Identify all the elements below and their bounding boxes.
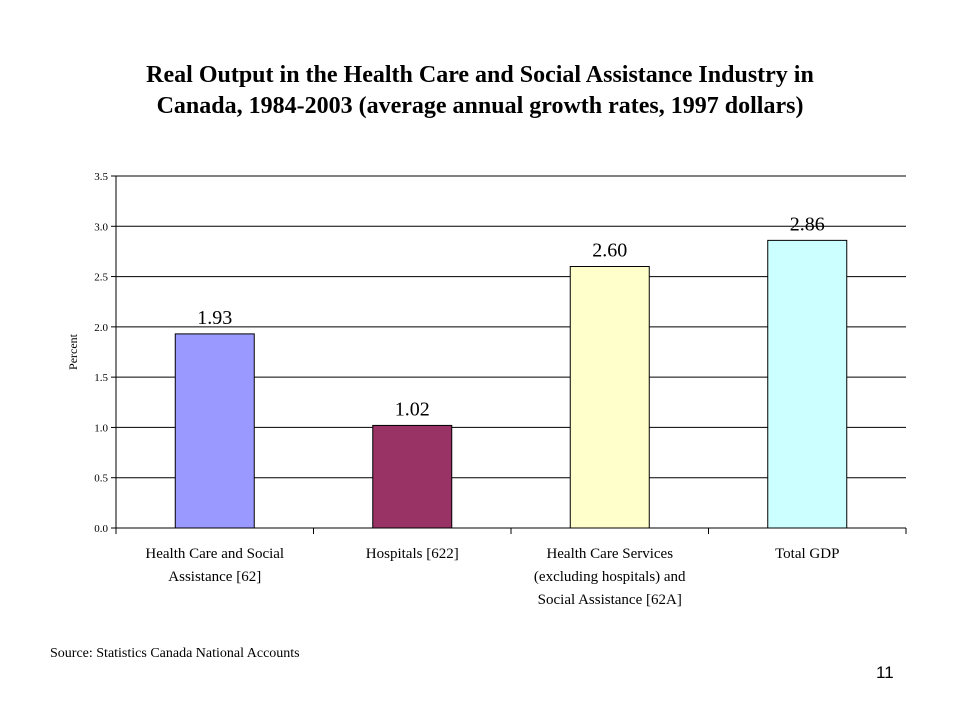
slide-title: Real Output in the Health Care and Socia…	[60, 60, 900, 122]
page-number: 11	[876, 663, 894, 682]
x-category-label-line: Health Care Services	[546, 546, 673, 562]
axes	[111, 175, 907, 534]
bar	[767, 239, 848, 529]
x-category-label: Total GDP	[775, 546, 839, 562]
y-tick-label: 0.0	[94, 523, 108, 535]
source-note: Source: Statistics Canada National Accou…	[50, 646, 300, 661]
y-axis-title: Percent	[66, 333, 80, 370]
bar	[174, 333, 255, 529]
y-tick-label: 3.0	[94, 221, 108, 233]
bars	[174, 239, 848, 529]
x-category-label-line: Total GDP	[775, 546, 839, 562]
x-category-labels: Health Care and Social Assistance [62] Hos…	[145, 546, 839, 608]
x-category-label: Hospitals [622]	[366, 546, 459, 562]
y-tick-label: 1.0	[94, 422, 108, 434]
y-tick-label: 0.5	[94, 473, 108, 485]
title-line-2: Canada, 1984-2003 (average annual growth…	[156, 93, 804, 119]
bar	[569, 266, 650, 529]
title-line-1: Real Output in the Health Care and Socia…	[146, 62, 814, 88]
data-label: 2.60	[592, 240, 627, 262]
x-category-label: Health Care Services (excluding hospitals…	[534, 546, 686, 608]
y-tick-label: 3.5	[94, 171, 108, 183]
data-labels: 1.93 1.02 2.60 2.86	[197, 213, 825, 420]
y-tick-label: 2.0	[94, 322, 108, 334]
data-label: 1.93	[197, 307, 232, 329]
x-category-label-line: Assistance [62]	[168, 569, 261, 585]
y-tick-labels: 0.0 0.5 1.0 1.5 2.0 2.5 3.0 3.5	[94, 171, 108, 535]
x-category-label-line: (excluding hospitals) and	[534, 569, 686, 585]
x-category-label-line: Social Assistance [62A]	[538, 592, 682, 608]
x-category-label-line: Health Care and Social	[145, 546, 284, 562]
bar	[372, 424, 453, 529]
y-tick-label: 1.5	[94, 372, 108, 384]
data-label: 2.86	[790, 213, 825, 235]
data-label: 1.02	[395, 398, 430, 420]
x-category-label: Health Care and Social Assistance [62]	[145, 546, 284, 585]
y-tick-label: 2.5	[94, 272, 108, 284]
x-category-label-line: Hospitals [622]	[366, 546, 459, 562]
